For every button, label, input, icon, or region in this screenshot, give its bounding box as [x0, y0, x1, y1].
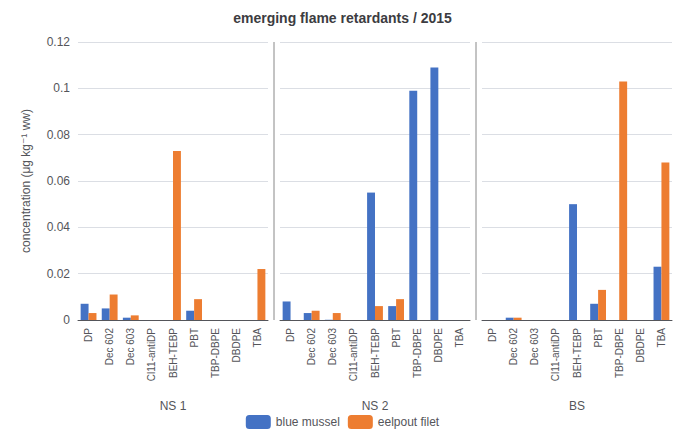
svg-text:Cl11-antiDP: Cl11-antiDP	[550, 328, 561, 381]
svg-text:0.06: 0.06	[47, 174, 71, 188]
svg-text:TBP-DBPE: TBP-DBPE	[614, 328, 625, 378]
svg-text:eelpout filet: eelpout filet	[378, 415, 440, 429]
svg-text:TBP-DBPE: TBP-DBPE	[412, 328, 423, 378]
svg-text:emerging flame retardants / 20: emerging flame retardants / 2015	[233, 10, 452, 26]
svg-text:BEH-TEBP: BEH-TEBP	[370, 328, 381, 378]
svg-text:0.02: 0.02	[47, 267, 71, 281]
svg-text:BS: BS	[569, 399, 585, 413]
svg-text:Dec 602: Dec 602	[306, 328, 317, 366]
svg-text:Dec 602: Dec 602	[104, 328, 115, 366]
svg-text:blue mussel: blue mussel	[276, 415, 340, 429]
svg-text:NS 2: NS 2	[362, 399, 389, 413]
svg-text:0.04: 0.04	[47, 220, 71, 234]
svg-text:DP: DP	[285, 328, 296, 342]
svg-text:BEH-TEBP: BEH-TEBP	[168, 328, 179, 378]
svg-text:Cl11-antiDP: Cl11-antiDP	[146, 328, 157, 381]
svg-text:TBA: TBA	[454, 328, 465, 348]
svg-text:TBP-DBPE: TBP-DBPE	[210, 328, 221, 378]
svg-text:DBDPE: DBDPE	[231, 328, 242, 363]
svg-text:Dec 603: Dec 603	[327, 328, 338, 366]
svg-text:NS 1: NS 1	[160, 399, 187, 413]
svg-text:PBT: PBT	[391, 328, 402, 347]
svg-text:DP: DP	[83, 328, 94, 342]
svg-text:Dec 603: Dec 603	[529, 328, 540, 366]
svg-text:0.1: 0.1	[53, 81, 70, 95]
svg-text:Dec 602: Dec 602	[508, 328, 519, 366]
svg-text:PBT: PBT	[593, 328, 604, 347]
svg-text:0.12: 0.12	[47, 35, 71, 49]
svg-text:DP: DP	[487, 328, 498, 342]
svg-text:PBT: PBT	[189, 328, 200, 347]
svg-text:TBA: TBA	[656, 328, 667, 348]
svg-text:concentration (μg kg⁻¹ ww): concentration (μg kg⁻¹ ww)	[19, 109, 33, 253]
svg-text:0: 0	[63, 313, 70, 327]
svg-text:0.08: 0.08	[47, 128, 71, 142]
svg-text:TBA: TBA	[252, 328, 263, 348]
svg-text:Dec 603: Dec 603	[125, 328, 136, 366]
svg-text:Cl11-antiDP: Cl11-antiDP	[348, 328, 359, 381]
svg-text:DBDPE: DBDPE	[433, 328, 444, 363]
svg-text:DBDPE: DBDPE	[635, 328, 646, 363]
svg-text:BEH-TEBP: BEH-TEBP	[572, 328, 583, 378]
